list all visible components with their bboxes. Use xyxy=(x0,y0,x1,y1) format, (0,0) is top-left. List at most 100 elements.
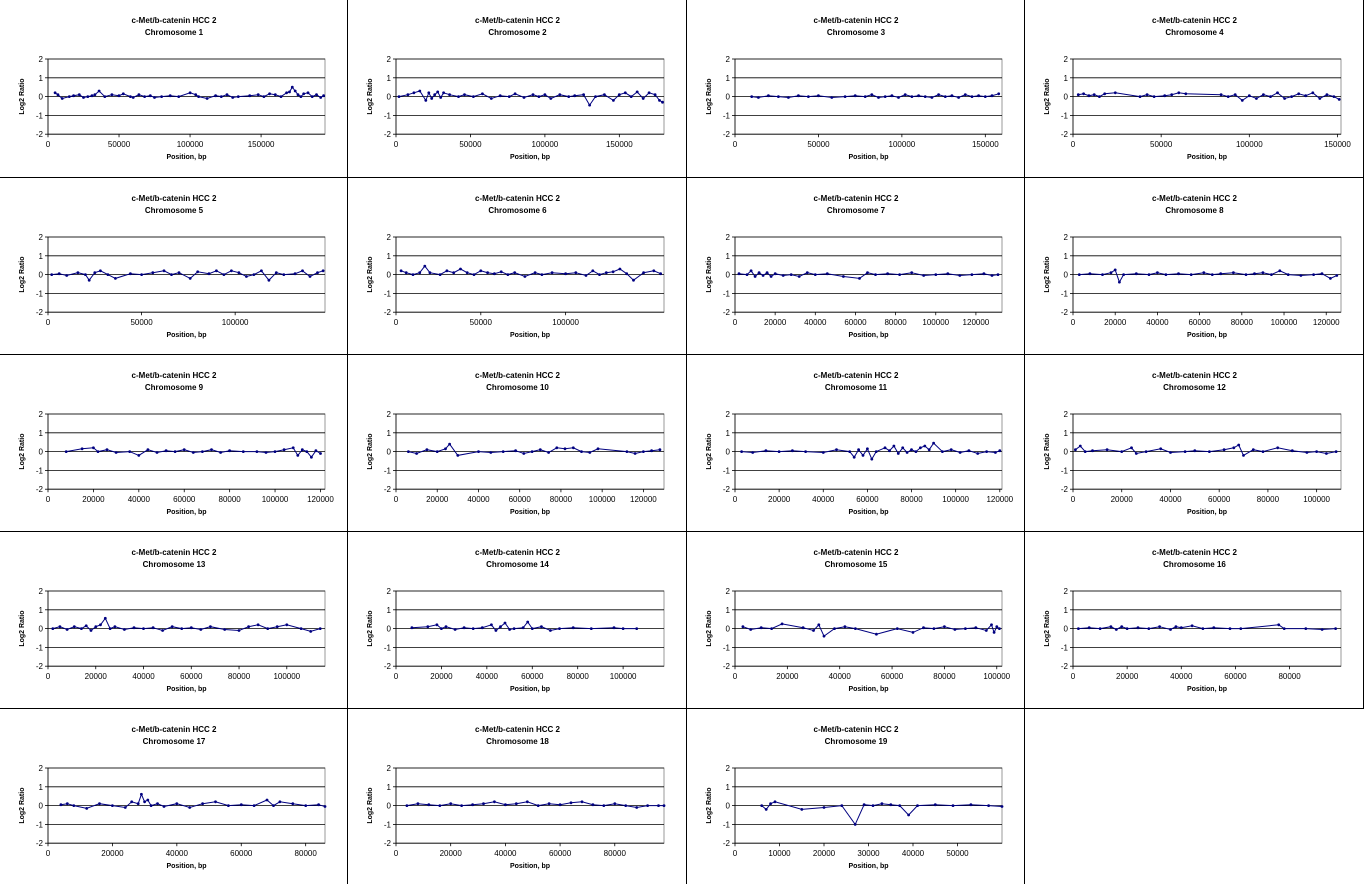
x-tick-label: 0 xyxy=(733,318,738,327)
data-point xyxy=(658,99,661,102)
data-point xyxy=(503,621,507,625)
data-point xyxy=(410,626,414,630)
x-tick-label: 100000 xyxy=(1271,318,1298,327)
chart-svg: c-Met/b-catenin HCC 2 Chromosome 2 2 1 0 -1 -2… xyxy=(367,16,665,161)
y-tick-label: 0 xyxy=(387,93,392,102)
data-point xyxy=(405,804,409,807)
data-point xyxy=(228,449,232,453)
data-point xyxy=(272,804,275,807)
data-point xyxy=(225,93,229,97)
x-tick-label: 60000 xyxy=(844,318,867,327)
chart-title: c-Met/b-catenin HCC 2 xyxy=(814,548,899,557)
x-tick-label: 100000 xyxy=(532,140,559,149)
x-tick-label: 20000 xyxy=(101,849,124,858)
y-tick-label: -2 xyxy=(723,662,731,671)
data-point xyxy=(275,625,279,629)
y-tick-label: -1 xyxy=(1061,289,1069,298)
y-tick-label: 2 xyxy=(726,587,731,596)
x-tick-label: 120000 xyxy=(630,495,657,504)
data-point xyxy=(1109,271,1113,275)
chart-panel: c-Met/b-catenin HCC 2 Chromosome 5 2 1 0 -1 -2… xyxy=(0,178,348,355)
chart-subtitle: Chromosome 15 xyxy=(825,560,888,569)
data-point xyxy=(994,451,997,454)
data-point xyxy=(1334,627,1337,630)
data-point xyxy=(898,273,901,276)
data-point xyxy=(113,625,117,629)
data-point xyxy=(82,96,85,99)
data-point xyxy=(875,632,878,636)
y-axis-label: Log2 Ratio xyxy=(19,611,26,647)
x-axis-label: Position, bp xyxy=(166,509,206,516)
x-tick-label: 100000 xyxy=(273,672,300,681)
data-point xyxy=(481,92,484,96)
x-tick-label: 0 xyxy=(46,495,51,504)
data-point xyxy=(886,272,889,276)
data-point xyxy=(89,629,93,632)
data-point xyxy=(753,275,757,278)
data-point xyxy=(105,448,109,452)
x-tick-label: 100000 xyxy=(177,140,204,149)
data-point xyxy=(582,93,585,97)
data-point xyxy=(219,451,223,454)
y-tick-label: 2 xyxy=(39,55,44,64)
data-point xyxy=(922,626,925,630)
data-point xyxy=(750,95,754,98)
data-point xyxy=(463,93,466,97)
y-tick-label: -1 xyxy=(723,111,731,120)
x-tick-label: 20000 xyxy=(85,672,108,681)
data-point xyxy=(146,448,150,452)
y-tick-label: 1 xyxy=(1064,429,1069,438)
chart-panel: c-Met/b-catenin HCC 2 Chromosome 11 2 1 0 -1 -… xyxy=(687,355,1025,532)
chart-panel: c-Met/b-catenin HCC 2 Chromosome 10 2 1 0 -1 -… xyxy=(348,355,687,532)
data-point xyxy=(148,94,152,98)
y-tick-label: 0 xyxy=(726,625,731,634)
x-tick-label: 40000 xyxy=(812,495,835,504)
data-point xyxy=(1087,626,1091,630)
data-point xyxy=(547,802,551,806)
data-point xyxy=(998,449,1002,453)
x-tick-label: 80000 xyxy=(604,849,627,858)
data-point xyxy=(499,625,502,629)
data-point xyxy=(445,269,449,273)
data-point xyxy=(302,92,306,96)
data-point xyxy=(323,805,327,808)
data-point xyxy=(72,94,75,98)
data-point xyxy=(1335,274,1339,277)
data-point xyxy=(880,802,884,806)
data-point xyxy=(155,451,159,454)
chart-panel: c-Met/b-catenin HCC 2 Chromosome 8 2 1 0 -1 -2… xyxy=(1025,178,1364,355)
data-point xyxy=(977,94,980,98)
data-point xyxy=(1134,452,1138,455)
chart-svg: c-Met/b-catenin HCC 2 Chromosome 18 2 1 0 -1 -… xyxy=(367,725,666,870)
y-tick-label: -1 xyxy=(1061,111,1069,120)
y-tick-label: -1 xyxy=(36,466,44,475)
x-tick-label: 150000 xyxy=(972,140,999,149)
data-point xyxy=(573,94,577,98)
data-point xyxy=(842,275,845,278)
data-point xyxy=(123,806,127,809)
data-point xyxy=(299,627,303,630)
data-point xyxy=(151,271,155,275)
y-tick-label: 0 xyxy=(1064,93,1069,102)
data-point xyxy=(170,625,174,629)
data-point xyxy=(452,271,456,275)
x-tick-label: 40000 xyxy=(166,849,189,858)
data-point xyxy=(92,446,95,450)
chart-subtitle: Chromosome 3 xyxy=(827,28,886,37)
data-point xyxy=(1101,273,1104,276)
x-tick-label: 20000 xyxy=(776,672,799,681)
x-tick-label: 60000 xyxy=(1224,672,1247,681)
x-axis-label: Position, bp xyxy=(1187,686,1227,693)
data-point xyxy=(927,448,931,452)
data-point xyxy=(588,451,592,454)
data-point xyxy=(132,626,136,630)
data-point xyxy=(1334,450,1338,453)
data-point xyxy=(436,90,440,94)
data-point xyxy=(661,100,664,104)
data-point xyxy=(50,273,54,276)
data-point xyxy=(825,272,829,276)
data-point xyxy=(533,271,537,275)
data-point xyxy=(635,627,639,630)
data-point xyxy=(177,271,181,275)
